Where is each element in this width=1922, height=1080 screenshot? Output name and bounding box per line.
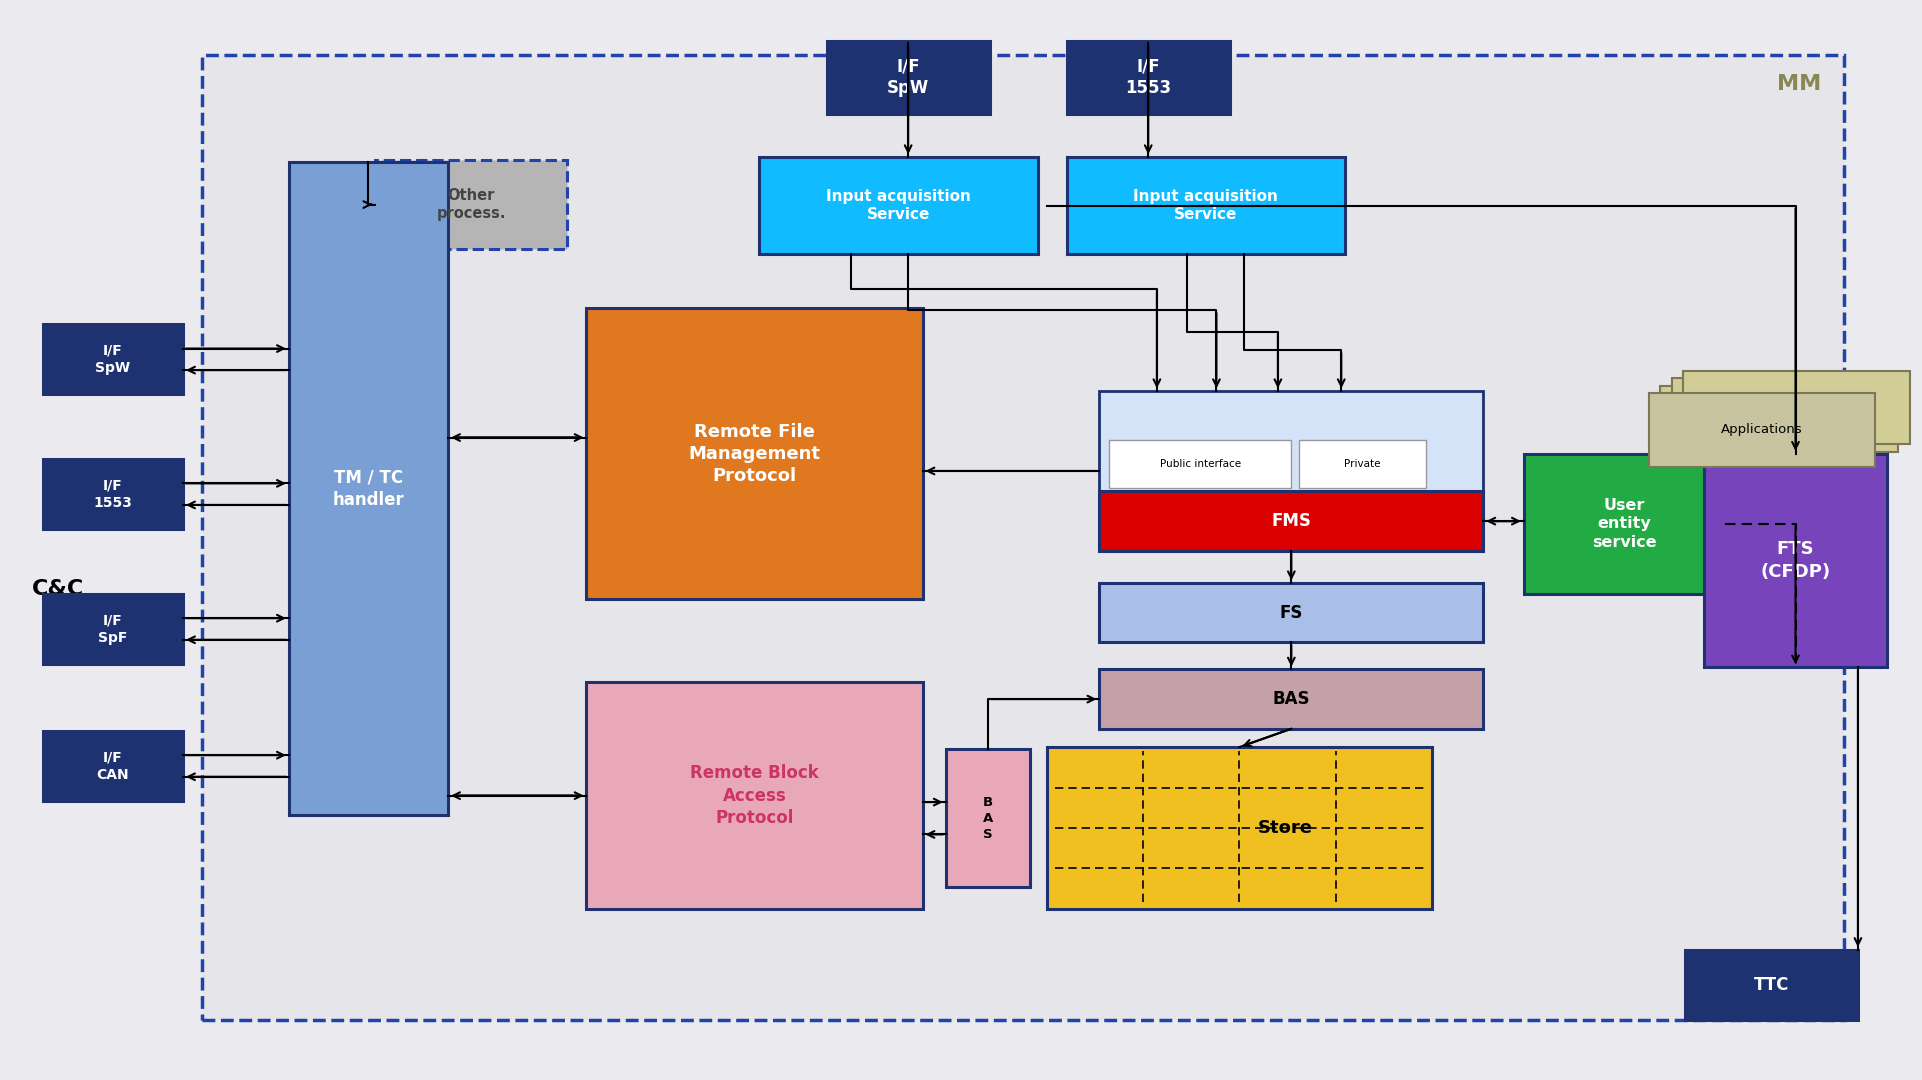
FancyBboxPatch shape (1067, 157, 1345, 254)
Text: TM / TC
handler: TM / TC handler (333, 469, 404, 509)
FancyBboxPatch shape (42, 731, 183, 801)
Text: BAS: BAS (1272, 690, 1311, 708)
FancyBboxPatch shape (759, 157, 1038, 254)
FancyBboxPatch shape (1099, 491, 1484, 551)
Text: Remote Block
Access
Protocol: Remote Block Access Protocol (690, 765, 819, 827)
FancyBboxPatch shape (1067, 41, 1230, 114)
Text: Input acquisition
Service: Input acquisition Service (826, 189, 971, 222)
FancyBboxPatch shape (1524, 454, 1726, 594)
Text: Other
process.: Other process. (436, 188, 505, 221)
FancyBboxPatch shape (1109, 440, 1292, 488)
FancyBboxPatch shape (1047, 747, 1432, 909)
FancyBboxPatch shape (288, 162, 448, 815)
FancyBboxPatch shape (826, 41, 990, 114)
FancyBboxPatch shape (1099, 391, 1484, 551)
FancyBboxPatch shape (202, 55, 1845, 1020)
Text: C&C: C&C (33, 579, 85, 598)
FancyBboxPatch shape (375, 160, 567, 248)
FancyBboxPatch shape (1099, 670, 1484, 729)
Text: TTC: TTC (1753, 976, 1789, 994)
FancyBboxPatch shape (586, 308, 923, 599)
FancyBboxPatch shape (42, 459, 183, 529)
FancyBboxPatch shape (42, 594, 183, 664)
FancyBboxPatch shape (1649, 393, 1876, 467)
FancyBboxPatch shape (946, 750, 1030, 888)
Text: User
entity
service: User entity service (1591, 498, 1657, 550)
Text: FS: FS (1280, 604, 1303, 622)
FancyBboxPatch shape (1686, 950, 1859, 1020)
Text: B
A
S: B A S (982, 796, 994, 841)
Text: FTS
(CFDP): FTS (CFDP) (1761, 540, 1830, 581)
Text: I/F
1553: I/F 1553 (1124, 57, 1170, 97)
Text: I/F
SpW: I/F SpW (96, 343, 131, 375)
FancyBboxPatch shape (1299, 440, 1426, 488)
Text: I/F
SpW: I/F SpW (888, 57, 930, 97)
FancyBboxPatch shape (586, 683, 923, 909)
FancyBboxPatch shape (1672, 378, 1899, 451)
Text: MM: MM (1778, 75, 1822, 94)
Text: Store: Store (1259, 819, 1313, 837)
FancyBboxPatch shape (42, 324, 183, 394)
FancyBboxPatch shape (1099, 583, 1484, 643)
Text: Private: Private (1343, 459, 1380, 469)
Text: Remote File
Management
Protocol: Remote File Management Protocol (688, 422, 821, 485)
FancyBboxPatch shape (1661, 386, 1887, 459)
Text: Public interface: Public interface (1159, 459, 1242, 469)
Text: Applications: Applications (1720, 423, 1803, 436)
Text: I/F
CAN: I/F CAN (96, 751, 129, 782)
FancyBboxPatch shape (1684, 370, 1910, 444)
Text: Input acquisition
Service: Input acquisition Service (1134, 189, 1278, 222)
Text: FMS: FMS (1272, 512, 1311, 530)
FancyBboxPatch shape (1705, 454, 1887, 667)
Text: I/F
1553: I/F 1553 (94, 478, 133, 510)
Text: I/F
SpF: I/F SpF (98, 613, 127, 645)
